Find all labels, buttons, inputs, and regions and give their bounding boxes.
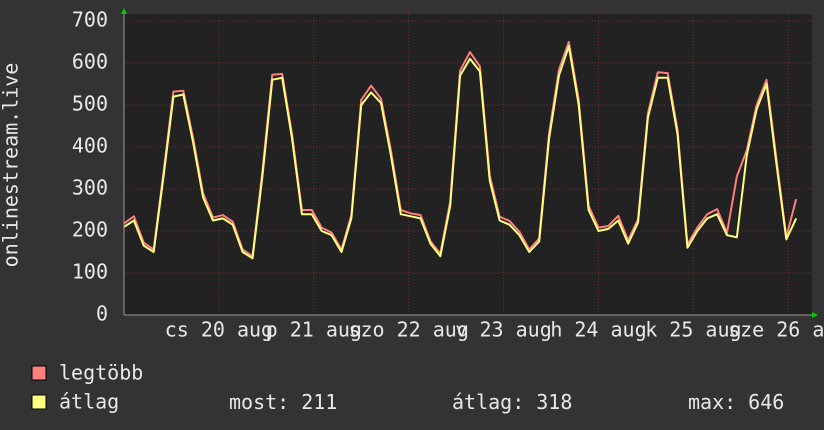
stat-label: max:: [688, 390, 736, 414]
legend: legtöbb átlag most: 211 átlag: 318 max: 646: [31, 361, 784, 414]
y-tick-label: 0: [96, 302, 108, 326]
x-axis-arrow: [812, 312, 818, 318]
stat-value: 211: [301, 390, 337, 414]
x-tick-label: v 23 aug: [455, 318, 551, 342]
x-tick-label: szo 22 aug: [348, 318, 468, 342]
x-tick-label: sze 26 aug: [728, 318, 824, 342]
stat-label: most:: [229, 390, 289, 414]
y-tick-label: 700: [72, 8, 108, 32]
y-tick-label: 300: [72, 176, 108, 200]
y-tick-label: 200: [72, 218, 108, 242]
legend-swatch: [31, 365, 47, 381]
y-axis-label: onlinestream.live: [0, 63, 23, 268]
x-tick-label: h 24 aug: [550, 318, 646, 342]
y-tick-label: 100: [72, 260, 108, 284]
y-tick-label: 600: [72, 50, 108, 74]
stat: max: 646: [688, 390, 784, 414]
stat: most: 211: [229, 390, 337, 414]
x-tick-label: p 21 aug: [266, 318, 362, 342]
stat: átlag: 318: [452, 390, 572, 414]
lines: [123, 41, 798, 260]
stat-value: 318: [536, 390, 572, 414]
plot-area: [124, 14, 812, 315]
stat-label: átlag:: [452, 390, 524, 414]
y-axis-arrow: [121, 8, 127, 14]
x-tick-label: k 25 aug: [645, 318, 741, 342]
legend-label: legtöbb: [59, 361, 143, 385]
y-tick-label: 500: [72, 92, 108, 116]
legend-swatch: [31, 394, 47, 410]
legend-label: átlag: [59, 390, 119, 414]
series-line: [123, 45, 798, 260]
stat-value: 646: [748, 390, 784, 414]
x-tick-label: cs 20 aug: [165, 318, 273, 342]
y-tick-label: 400: [72, 134, 108, 158]
